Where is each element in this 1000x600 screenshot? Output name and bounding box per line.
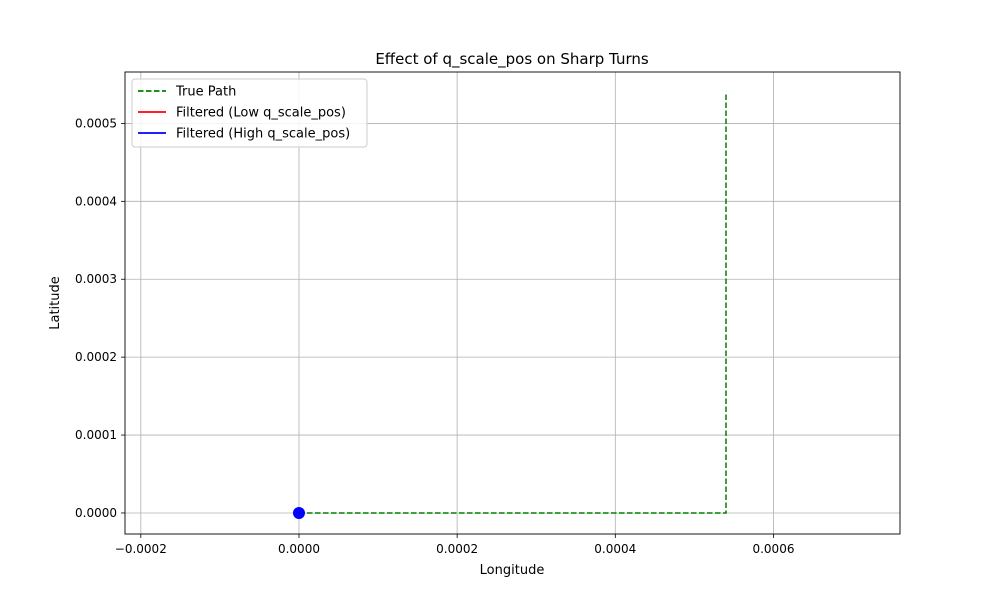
x-tick-label: 0.0004 (594, 542, 636, 556)
x-tick-label: 0.0002 (436, 542, 478, 556)
legend-label: Filtered (Low q_scale_pos) (176, 106, 346, 121)
y-tick-label: 0.0002 (75, 350, 117, 364)
y-tick-label: 0.0004 (75, 194, 117, 208)
chart-title: Effect of q_scale_pos on Sharp Turns (375, 50, 649, 69)
x-tick-label: 0.0006 (752, 542, 794, 556)
series-layer (292, 92, 727, 519)
x-axis: −0.0002 0.0000 0.0002 0.0004 0.0006 (115, 534, 794, 556)
plot-area (125, 72, 900, 534)
legend-label: True Path (175, 85, 236, 100)
y-axis: 0.0000 0.0001 0.0002 0.0003 0.0004 0.0005 (75, 116, 125, 520)
series-line-0 (299, 92, 727, 514)
legend: True Path Filtered (Low q_scale_pos) Filte… (131, 78, 368, 148)
y-tick-label: 0.0003 (75, 272, 117, 286)
y-tick-label: 0.0001 (75, 428, 117, 442)
grid (125, 72, 900, 534)
x-tick-label: 0.0000 (278, 542, 320, 556)
legend-label: Filtered (High q_scale_pos) (176, 127, 350, 142)
y-tick-label: 0.0005 (75, 116, 117, 130)
legend-box (131, 78, 368, 148)
x-axis-label: Longitude (480, 563, 545, 578)
plot-frame (124, 71, 901, 535)
y-tick-label: 0.0000 (75, 506, 117, 520)
x-tick-label: −0.0002 (115, 542, 167, 556)
start-point-marker (292, 506, 305, 519)
y-axis-label: Latitude (48, 276, 63, 330)
